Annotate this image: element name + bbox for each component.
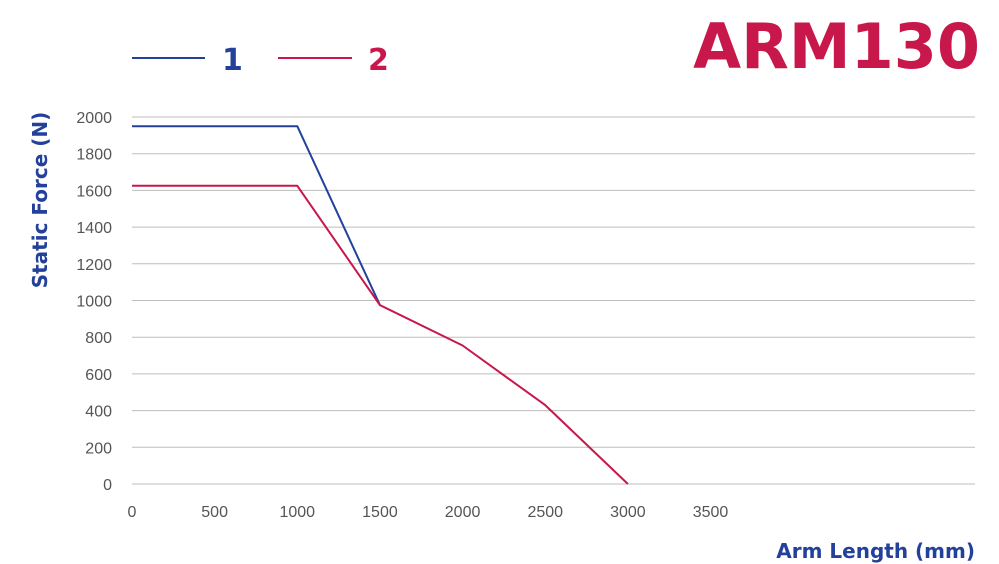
y-axis-ticks: 0 200 400 600 800 1000 1200 1400 1600 1800 2000: [76, 110, 112, 494]
x-tick-label: 2000: [445, 504, 481, 521]
x-tick-label: 0: [128, 504, 137, 521]
y-tick-label: 1400: [76, 220, 112, 237]
y-tick-label: 600: [85, 367, 112, 384]
y-tick-label: 200: [85, 440, 112, 457]
x-axis-title: Arm Length (mm): [776, 539, 975, 563]
x-tick-label: 2500: [527, 504, 563, 521]
y-tick-label: 1600: [76, 183, 112, 200]
y-tick-label: 1200: [76, 257, 112, 274]
legend-label-series-2: 2: [368, 43, 389, 78]
x-axis-ticks: 0 500 1000 1500 2000 2500 3000 3500: [128, 504, 729, 521]
y-tick-label: 800: [85, 330, 112, 347]
chart-title: ARM130: [693, 10, 980, 83]
x-tick-label: 1500: [362, 504, 398, 521]
y-tick-label: 0: [103, 477, 112, 494]
x-tick-label: 1000: [279, 504, 315, 521]
gridlines: [132, 116, 975, 485]
y-tick-label: 400: [85, 404, 112, 421]
y-tick-label: 1800: [76, 147, 112, 164]
series-line-2: [132, 184, 629, 485]
series-lines: [132, 125, 629, 485]
y-axis-title: Static Force (N): [28, 112, 52, 289]
y-tick-label: 2000: [76, 110, 112, 127]
y-tick-label: 1000: [76, 294, 112, 311]
legend-label-series-1: 1: [222, 43, 243, 78]
legend: 1 2: [132, 43, 389, 78]
x-tick-label: 3500: [693, 504, 729, 521]
series-line-1: [132, 125, 381, 306]
x-tick-label: 3000: [610, 504, 646, 521]
x-tick-label: 500: [201, 504, 228, 521]
